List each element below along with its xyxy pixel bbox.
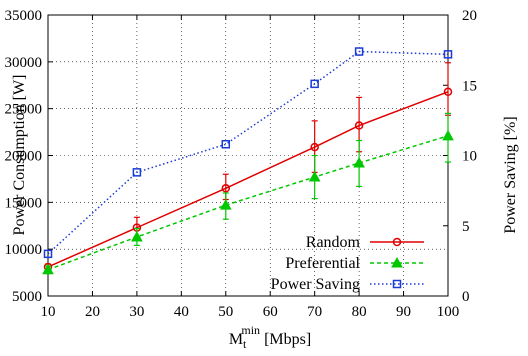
data-point — [42, 263, 54, 275]
x-axis-label-unit: [Mbps] — [260, 331, 311, 348]
y-tick-label: 15000 — [5, 195, 43, 211]
axis-ticks: 10 20 30 40 50 60 70 80 90 1005000100001500020000… — [5, 8, 478, 320]
x-axis-label-sub: t — [243, 337, 247, 351]
series-power-saving — [43, 47, 453, 259]
legend-label: Preferential — [285, 255, 360, 272]
series-preferential — [42, 112, 454, 275]
y-tick-label: 5000 — [12, 289, 42, 305]
legend: Random Preferential Power Saving — [271, 234, 424, 293]
data-point — [219, 199, 232, 210]
x-tick-label: 50 — [218, 304, 233, 320]
y2-tick-label: 0 — [462, 289, 470, 305]
data-point — [354, 121, 364, 130]
data-point — [308, 171, 321, 182]
x-tick-label: 90 — [396, 304, 411, 320]
data-point — [353, 156, 365, 168]
x-tick-label: 30 — [129, 304, 144, 320]
legend-label: Random — [306, 234, 361, 251]
series-line — [47, 50, 449, 255]
y-tick-label: 30000 — [5, 55, 43, 71]
series-line — [47, 91, 449, 268]
data-point — [221, 184, 231, 193]
y-tick-label: 35000 — [5, 8, 43, 24]
y2-tick-label: 5 — [462, 219, 470, 235]
grid — [48, 15, 448, 296]
series-line — [47, 135, 449, 271]
data-point — [442, 129, 454, 141]
x-tick-label: 60 — [263, 304, 278, 320]
data-point — [443, 87, 453, 97]
legend-marker — [392, 237, 402, 247]
series-random — [43, 62, 453, 272]
x-tick-label: 40 — [174, 304, 189, 320]
x-axis-label-sup: min — [241, 323, 260, 337]
y-axis-label: Power Consumption [W] — [11, 75, 28, 236]
legend-label: Power Saving — [271, 276, 360, 293]
x-tick-label: 10 — [41, 304, 56, 320]
series-layer — [42, 47, 454, 275]
data-point — [310, 79, 319, 89]
data-point — [221, 140, 231, 149]
y2-axis-label: Power Saving [%] — [502, 116, 519, 233]
y-tick-label: 20000 — [5, 149, 43, 165]
x-axis-label: Mtmin [Mbps] — [229, 323, 311, 351]
y2-tick-label: 20 — [462, 8, 477, 24]
legend-marker — [392, 279, 402, 289]
y-tick-label: 10000 — [5, 242, 43, 258]
y-tick-label: 25000 — [5, 102, 43, 118]
data-point — [443, 50, 453, 59]
data-point — [354, 47, 364, 56]
x-axis-label-main: M — [229, 331, 243, 348]
x-tick-label: 80 — [352, 304, 367, 320]
data-point — [131, 230, 143, 242]
x-tick-label: 70 — [307, 304, 322, 320]
data-point — [132, 168, 142, 177]
y2-tick-label: 10 — [462, 149, 477, 165]
data-point — [310, 142, 319, 152]
x-tick-label: 20 — [85, 304, 100, 320]
y2-tick-label: 15 — [462, 78, 477, 94]
legend-marker — [391, 256, 403, 268]
x-tick-label: 100 — [437, 304, 460, 320]
data-point — [43, 249, 53, 259]
